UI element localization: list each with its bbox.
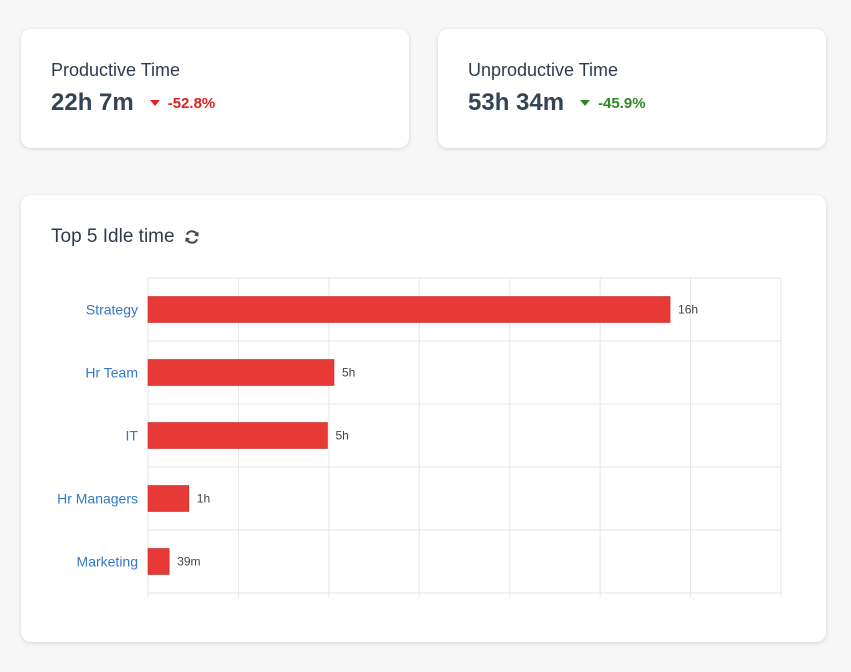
caret-down-icon <box>149 100 160 106</box>
productive-time-value: 22h 7m <box>51 89 134 116</box>
productive-time-card: Productive Time 22h 7m -52.8% <box>21 29 409 148</box>
category-label: Hr Managers <box>57 491 138 507</box>
idle-bar[interactable] <box>147 296 671 323</box>
unproductive-time-label: Unproductive Time <box>468 60 619 80</box>
unproductive-time-value: 53h 34m <box>468 89 565 116</box>
idle-bar[interactable] <box>147 422 328 449</box>
category-label: IT <box>126 428 139 444</box>
idle-bar[interactable] <box>147 485 190 512</box>
unproductive-time-card: Unproductive Time 53h 34m -45.9% <box>438 29 826 148</box>
refresh-icon[interactable] <box>184 229 200 245</box>
unproductive-time-change: -45.9% <box>598 94 646 112</box>
idle-bar[interactable] <box>147 548 170 575</box>
productive-time-label: Productive Time <box>51 60 181 80</box>
category-label: Hr Team <box>85 365 138 381</box>
bar-value-label: 5h <box>342 366 355 380</box>
caret-down-icon <box>580 100 591 106</box>
bar-value-label: 5h <box>335 429 348 443</box>
category-label: Strategy <box>86 302 138 318</box>
productive-time-trend: -52.8% <box>149 94 216 112</box>
bar-value-label: 39m <box>177 555 200 569</box>
bar-value-label: 1h <box>197 492 210 506</box>
idle-time-card: Strategy 16h Hr Team 5h IT 5h Hr Managers 1h Mar… <box>21 195 826 642</box>
unproductive-time-trend: -45.9% <box>580 95 646 112</box>
unproductive-time-row: 53h 34m -45.9% <box>468 89 646 117</box>
idle-time-title: Top 5 Idle time <box>51 226 175 247</box>
idle-time-chart: Strategy 16h Hr Team 5h IT 5h Hr Managers 1h Mar… <box>57 277 782 597</box>
bar-value-label: 16h <box>678 303 698 317</box>
idle-time-header: Top 5 Idle time <box>51 226 200 248</box>
productive-time-row: 22h 7m -52.8% <box>51 89 215 117</box>
idle-bar[interactable] <box>147 359 335 386</box>
category-label: Marketing <box>77 554 138 570</box>
productive-time-change: -52.8% <box>167 94 216 112</box>
